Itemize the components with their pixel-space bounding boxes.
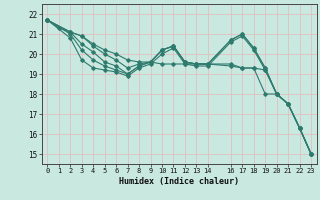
X-axis label: Humidex (Indice chaleur): Humidex (Indice chaleur): [119, 177, 239, 186]
